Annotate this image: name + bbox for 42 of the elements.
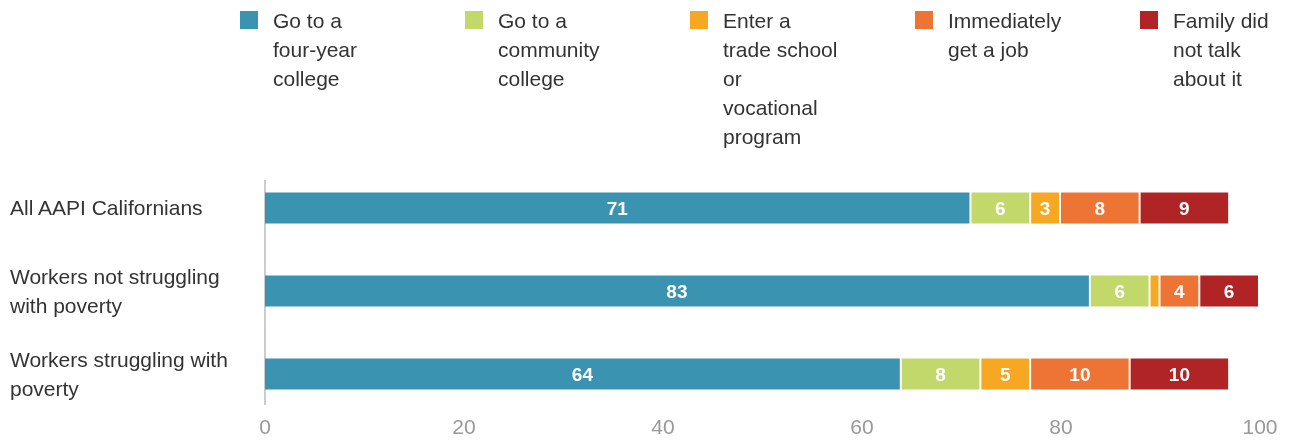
data-label: 71 xyxy=(606,198,629,219)
data-label: 5 xyxy=(999,364,1011,385)
bar xyxy=(1200,275,1258,307)
legend-label: Family did not talk about it xyxy=(1173,9,1269,90)
x-tick-label: 100 xyxy=(1242,415,1278,438)
data-label: 10 xyxy=(1069,364,1091,385)
x-tick-label: 60 xyxy=(850,415,874,438)
bar xyxy=(971,192,1030,224)
bar xyxy=(1160,275,1199,307)
bar xyxy=(901,358,980,390)
legend-label: Go to a four-year college xyxy=(273,9,358,90)
y-tick-label: Workers struggling with poverty xyxy=(10,347,228,400)
data-label: 4 xyxy=(1174,281,1186,302)
data-label: 3 xyxy=(1039,198,1051,219)
data-label: 10 xyxy=(1168,364,1190,385)
bar xyxy=(265,192,970,224)
data-label: 6 xyxy=(995,198,1006,219)
bar xyxy=(1031,358,1129,390)
data-label: 64 xyxy=(571,364,594,385)
data-label: 83 xyxy=(666,281,688,302)
bar xyxy=(1140,192,1229,224)
bar xyxy=(1150,275,1159,307)
x-tick-label: 40 xyxy=(651,415,675,438)
y-tick-label: All AAPI Californians xyxy=(10,196,203,219)
data-label: 9 xyxy=(1179,198,1190,219)
x-tick-label: 0 xyxy=(259,415,271,438)
legend-label: Go to a community college xyxy=(498,9,601,90)
bar xyxy=(265,358,900,390)
legend-label: Enter a trade school or vocational program xyxy=(723,9,838,148)
bar xyxy=(1090,275,1149,307)
x-tick-label: 20 xyxy=(452,415,476,438)
legend-label: Immediately get a job xyxy=(948,9,1062,61)
bar xyxy=(1130,358,1229,390)
x-tick-label: 80 xyxy=(1049,415,1073,438)
data-label: 8 xyxy=(1094,198,1106,219)
bar xyxy=(981,358,1030,390)
data-label: 8 xyxy=(935,364,946,385)
bar xyxy=(265,275,1089,307)
y-tick-label: Workers not struggling with poverty xyxy=(9,264,220,317)
bar xyxy=(1061,192,1139,224)
data-label: 6 xyxy=(1114,281,1125,302)
data-label: 6 xyxy=(1223,281,1235,302)
